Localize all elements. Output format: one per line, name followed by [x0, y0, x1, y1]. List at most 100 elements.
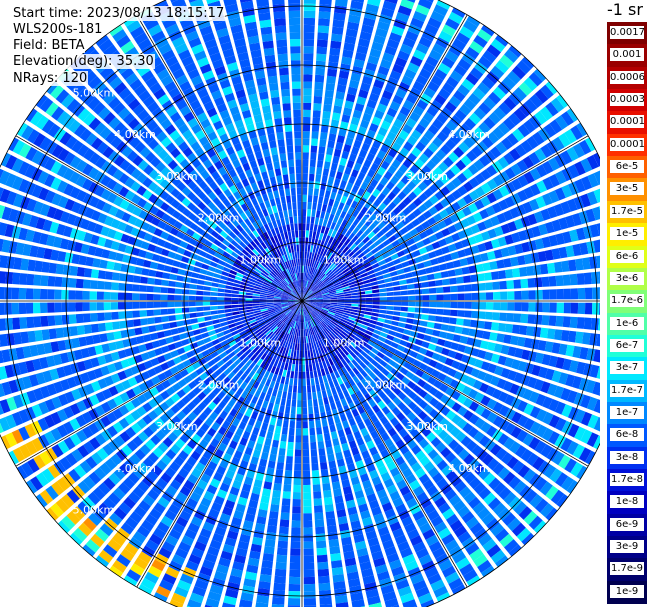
range-gate-cell: [349, 314, 357, 319]
range-gate-cell: [409, 479, 421, 491]
range-gate-cell: [432, 454, 444, 466]
range-gate-cell: [308, 180, 314, 189]
range-gate-cell: [365, 266, 373, 272]
range-gate-cell: [512, 128, 525, 142]
range-gate-cell: [317, 369, 322, 378]
range-gate-cell: [322, 249, 328, 257]
range-gate-cell: [421, 281, 429, 288]
range-gate-cell: [254, 442, 263, 452]
range-gate-cell: [343, 326, 351, 332]
range-gate-cell: [351, 424, 359, 433]
range-gate-cell: [327, 140, 335, 149]
range-gate-cell: [322, 375, 328, 383]
range-gate-cell: [451, 232, 461, 242]
range-gate-cell: [434, 496, 447, 508]
range-gate-cell: [373, 207, 382, 217]
range-gate-cell: [362, 75, 373, 86]
range-gate-cell: [59, 352, 70, 364]
range-gate-cell: [183, 276, 192, 283]
range-gate-cell: [142, 475, 154, 488]
range-gate-cell: [92, 487, 106, 500]
range-gate-cell: [355, 333, 364, 340]
range-gate-cell: [549, 289, 557, 300]
range-gate-cell: [463, 247, 473, 256]
range-gate-cell: [199, 221, 208, 230]
range-gate-cell: [175, 314, 183, 321]
range-gate-cell: [289, 320, 294, 327]
range-gate-cell: [179, 353, 189, 362]
range-gate-cell: [318, 146, 326, 154]
range-gate-cell: [459, 123, 472, 135]
range-gate-cell: [580, 158, 593, 173]
range-gate-cell: [302, 223, 306, 231]
range-gate-cell: [11, 411, 24, 426]
range-gate-cell: [339, 121, 349, 130]
range-gate-cell: [85, 539, 100, 553]
range-gate-cell: [325, 259, 331, 267]
range-gate-cell: [43, 248, 53, 260]
range-gate-cell: [154, 278, 162, 286]
range-gate-cell: [425, 350, 434, 358]
range-gate-cell: [84, 383, 95, 395]
range-gate-cell: [351, 269, 359, 275]
range-gate-cell: [390, 604, 400, 607]
range-gate-cell: [445, 410, 456, 421]
range-gate-cell: [473, 107, 487, 120]
range-gate-cell: [317, 281, 323, 287]
range-gate-cell: [553, 203, 565, 217]
range-gate-cell: [100, 415, 112, 428]
range-gate-cell: [319, 405, 325, 413]
range-gate-cell: [362, 17, 376, 27]
range-gate-cell: [263, 362, 270, 371]
range-gate-cell: [342, 268, 350, 274]
range-gate-cell: [317, 441, 325, 449]
range-gate-cell: [166, 420, 177, 431]
range-gate-cell: [429, 301, 437, 308]
range-gate-cell: [167, 343, 177, 351]
range-gate-cell: [309, 298, 317, 301]
range-gate-cell: [71, 140, 84, 154]
range-gate-cell: [277, 329, 283, 337]
range-gate-cell: [432, 43, 446, 55]
range-gate-cell: [231, 266, 239, 272]
range-gate-cell: [471, 302, 479, 310]
range-gate-cell: [321, 309, 328, 314]
range-gate-cell: [201, 332, 210, 339]
range-gate-cell: [448, 151, 459, 163]
range-gate-cell: [279, 405, 285, 413]
range-gate-cell: [36, 246, 46, 259]
range-gate-cell: [329, 467, 338, 476]
range-gate-cell: [76, 400, 87, 413]
range-gate-cell: [452, 334, 462, 343]
range-gate-cell: [47, 464, 61, 479]
range-gate-cell: [329, 292, 337, 295]
range-gate-cell: [373, 266, 382, 273]
range-gate-cell: [196, 285, 204, 290]
range-gate-cell: [274, 292, 282, 296]
range-gate-cell: [385, 282, 393, 288]
range-gate-cell: [534, 238, 545, 250]
range-gate-cell: [468, 112, 482, 125]
range-gate-cell: [287, 285, 293, 291]
range-gate-cell: [54, 276, 63, 287]
range-gate-cell: [381, 187, 391, 196]
range-gate-cell: [313, 195, 318, 203]
range-gate-cell: [390, 175, 400, 185]
range-gate-cell: [282, 316, 288, 322]
range-gate-cell: [31, 437, 44, 452]
range-gate-cell: [130, 422, 142, 434]
range-gate-cell: [289, 312, 295, 319]
range-gate-cell: [321, 329, 327, 337]
range-gate-cell: [344, 230, 352, 238]
range-gate-cell: [496, 333, 505, 343]
range-gate-cell: [179, 224, 189, 233]
range-gate-cell: [216, 234, 225, 243]
range-gate-cell: [517, 255, 526, 266]
range-gate-cell: [303, 17, 316, 26]
range-gate-cell: [307, 335, 311, 343]
range-gate-cell: [31, 150, 44, 165]
range-gate-cell: [238, 294, 246, 298]
range-gate-cell: [373, 329, 382, 336]
range-gate-cell: [353, 336, 362, 343]
range-gate-cell: [185, 264, 195, 271]
